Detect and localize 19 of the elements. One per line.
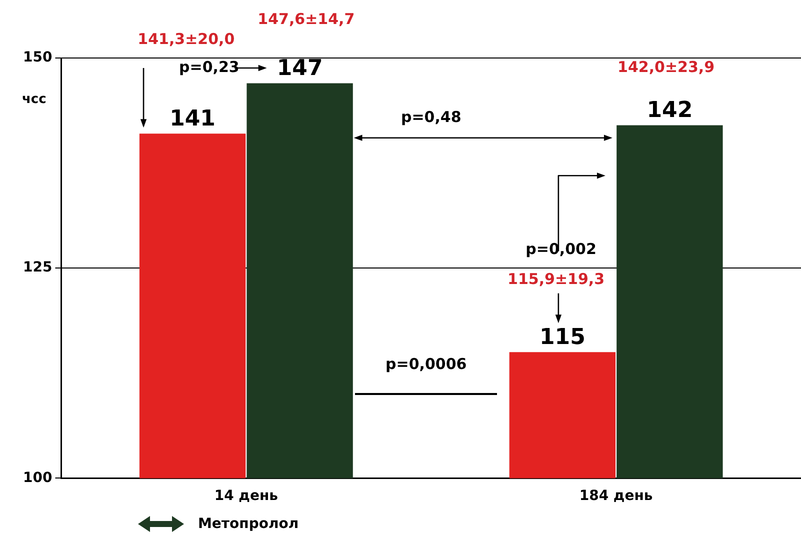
data-label: 115 [539, 324, 586, 350]
annotation: p=0,002 [526, 240, 596, 258]
annotation: p=0,0006 [386, 355, 467, 374]
legend-label: Метопролол [198, 516, 299, 532]
data-label: 142 [646, 98, 693, 123]
annotation: p=0,23 [179, 58, 240, 76]
text: 141,3±20,0 [138, 30, 235, 48]
x-tick-label: 184 день [579, 488, 653, 504]
y-axis-title: чсс [22, 92, 46, 107]
annotation: 115,9±19,3 [508, 270, 605, 288]
data-label: 141 [170, 106, 216, 132]
y-tick-label: 125 [22, 260, 52, 276]
x-tick-label: 14 день [214, 488, 278, 504]
y-tick-label: 150 [22, 50, 52, 66]
data-label: 147 [276, 56, 323, 81]
text: 147,6±14,7 [258, 10, 355, 28]
y-tick-label: 100 [22, 470, 52, 486]
annotation: p=0,48 [400, 108, 462, 126]
annotation: 142,0±23,9 [618, 58, 715, 76]
